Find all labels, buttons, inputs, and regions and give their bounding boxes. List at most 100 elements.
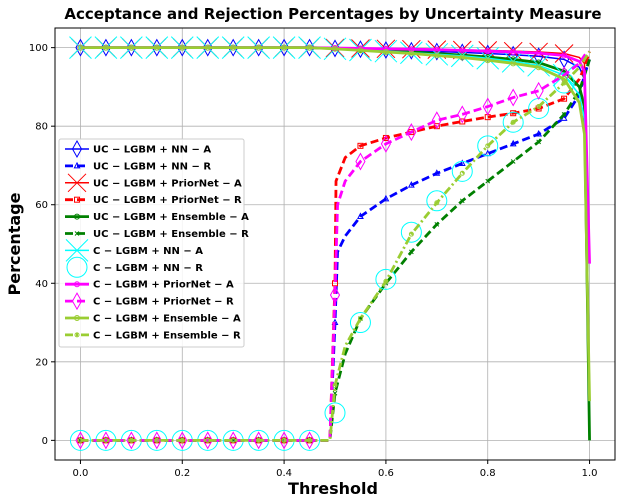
data-point-marker — [484, 57, 491, 64]
y-tick-label: 40 — [35, 279, 48, 290]
data-point-marker — [306, 44, 313, 51]
data-point-marker — [77, 437, 83, 443]
data-point-marker — [382, 48, 389, 55]
data-point-marker — [205, 437, 211, 443]
data-point-marker — [102, 44, 109, 51]
data-point-marker — [69, 429, 91, 451]
x-tick-label: 0.0 — [73, 468, 89, 479]
data-point-marker — [383, 278, 389, 284]
data-point-marker — [510, 60, 517, 67]
series-line — [80, 46, 591, 402]
legend-entry: UC − LGBM + Ensemble − R — [65, 229, 249, 240]
data-point-marker — [459, 198, 465, 204]
data-point-marker — [349, 312, 371, 334]
data-point-marker — [357, 316, 363, 322]
legend-entry: UC − LGBM + PriorNet − R — [65, 195, 242, 206]
legend-label: UC − LGBM + Ensemble − R — [93, 229, 249, 240]
x-tick-label: 0.6 — [378, 468, 394, 479]
data-point-marker — [510, 159, 516, 164]
data-point-marker — [459, 47, 466, 54]
data-point-marker — [527, 53, 550, 77]
legend-entry: C − LGBM + NN − R — [66, 256, 203, 278]
data-point-marker — [228, 431, 239, 450]
legend-label: C − LGBM + PriorNet − R — [93, 297, 234, 308]
data-point-marker — [553, 72, 575, 94]
data-point-marker — [332, 382, 338, 388]
legend-label: UC − LGBM + Ensemble − A — [93, 212, 249, 223]
data-point-marker — [409, 249, 414, 255]
data-point-marker — [407, 181, 415, 188]
legend-box — [58, 138, 245, 348]
data-point-marker — [281, 44, 288, 51]
ticks: 0.0 0.2 0.4 0.6 0.8 1.0 0 20 40 60 80 100 — [29, 43, 598, 479]
legend-entry: UC − LGBM + Ensemble − A — [65, 212, 249, 223]
data-point-marker — [510, 110, 517, 117]
data-point-marker — [177, 431, 188, 450]
data-point-marker — [307, 437, 313, 443]
data-point-marker — [179, 44, 186, 51]
data-point-marker — [74, 315, 80, 321]
data-point-marker — [408, 46, 415, 53]
data-point-marker — [375, 268, 397, 290]
data-point-marker — [67, 173, 87, 193]
legend-label: C − LGBM + Ensemble − R — [93, 330, 241, 341]
legend-entry: UC − LGBM + NN − A — [65, 139, 211, 159]
data-point-marker — [459, 170, 465, 176]
data-point-marker — [510, 119, 516, 125]
series-10 — [75, 50, 591, 450]
data-point-marker — [100, 431, 111, 450]
data-point-marker — [431, 111, 442, 130]
data-point-marker — [400, 221, 422, 243]
data-point-marker — [535, 50, 542, 57]
data-point-marker — [408, 231, 414, 237]
data-point-marker — [561, 80, 567, 86]
y-axis-label: Percentage — [5, 192, 24, 295]
data-point-marker — [434, 222, 440, 227]
series-8 — [69, 72, 575, 451]
legend-entry: UC − LGBM + NN − R — [65, 161, 211, 172]
data-point-marker — [509, 139, 517, 147]
data-point-marker — [533, 81, 544, 100]
legend-entry: UC − LGBM + PriorNet − A — [65, 173, 242, 193]
data-point-marker — [230, 437, 236, 443]
data-point-marker — [380, 134, 391, 153]
legend-entry: C − LGBM + PriorNet − A — [65, 280, 234, 291]
data-point-marker — [255, 44, 262, 51]
data-point-marker — [253, 431, 264, 450]
data-point-marker — [357, 47, 364, 54]
data-point-marker — [73, 161, 81, 169]
data-point-marker — [406, 123, 417, 142]
data-point-marker — [535, 64, 542, 71]
legend-label: C − LGBM + NN − A — [93, 246, 203, 257]
data-point-marker — [355, 152, 366, 171]
data-point-marker — [128, 437, 134, 443]
data-point-marker — [230, 44, 237, 51]
data-point-marker — [71, 139, 83, 159]
series-layer — [69, 36, 591, 451]
series-line — [80, 58, 591, 442]
data-point-marker — [304, 431, 315, 450]
x-tick-label: 0.4 — [276, 468, 292, 479]
data-point-marker — [484, 48, 491, 55]
data-point-marker — [151, 431, 162, 450]
legend-label: C − LGBM + PriorNet − A — [93, 280, 234, 291]
data-point-marker — [329, 286, 341, 305]
data-point-marker — [433, 46, 440, 53]
data-point-marker — [457, 105, 468, 124]
data-point-marker — [554, 44, 574, 63]
data-point-marker — [459, 54, 466, 61]
legend-label: UC − LGBM + NN − R — [93, 161, 211, 172]
chart-title: Acceptance and Rejection Percentages by … — [64, 5, 601, 23]
data-point-marker — [204, 44, 211, 51]
data-point-marker — [75, 431, 86, 450]
data-point-marker — [126, 431, 137, 450]
x-axis-label: Threshold — [288, 479, 378, 498]
data-point-marker — [332, 45, 338, 52]
x-tick-label: 0.2 — [174, 468, 190, 479]
legend-entry: C − LGBM + Ensemble − A — [65, 314, 241, 325]
data-point-marker — [128, 44, 135, 51]
data-point-marker — [74, 281, 80, 288]
data-point-marker — [501, 50, 525, 73]
data-point-marker — [451, 160, 473, 182]
y-tick-label: 0 — [42, 436, 48, 447]
